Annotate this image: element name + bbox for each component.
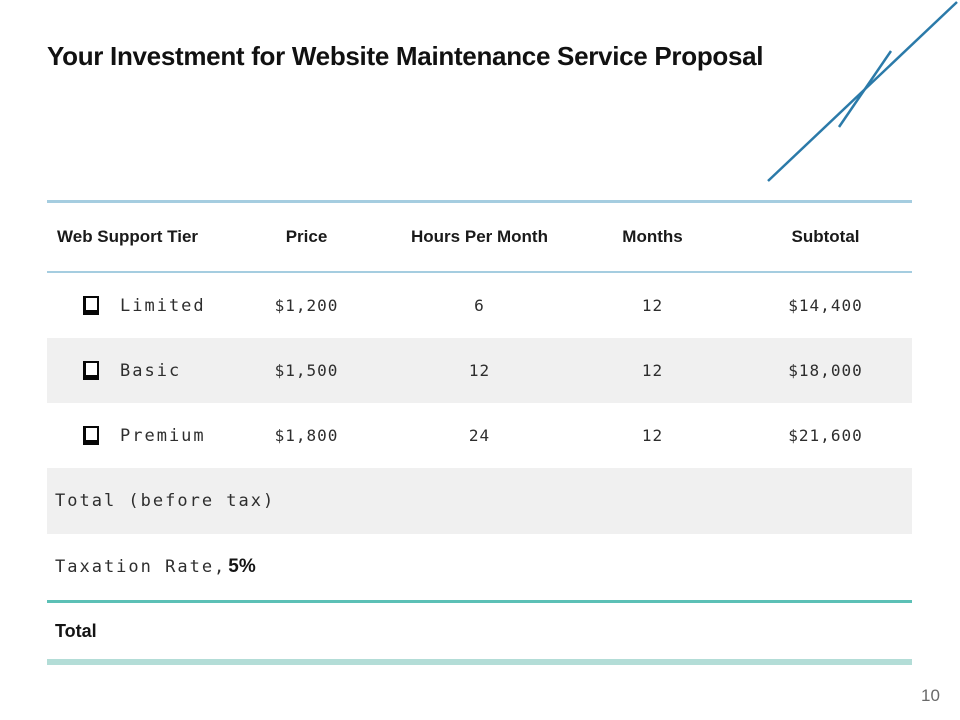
months-cell: 12 — [641, 426, 664, 445]
column-header-hours: Hours Per Month — [411, 227, 548, 246]
subtotal-cell: $18,000 — [788, 361, 863, 380]
subtotal-cell: $14,400 — [788, 296, 863, 315]
total-top-rule — [47, 600, 912, 603]
column-header-subtotal: Subtotal — [791, 227, 860, 246]
subtotal-cell: $21,600 — [788, 426, 863, 445]
taxation-rate-label: Taxation Rate, — [55, 557, 227, 577]
slide-title: Your Investment for Website Maintenance … — [47, 41, 764, 71]
checkbox-icon — [83, 296, 99, 315]
header-divider-rule — [47, 271, 912, 273]
tier-cell: Basic — [47, 361, 220, 381]
total-row: Total — [47, 603, 912, 659]
months-cell: 12 — [641, 361, 664, 380]
tier-cell: Limited — [47, 296, 220, 316]
hours-cell: 24 — [468, 426, 491, 445]
price-cell: $1,200 — [274, 296, 339, 315]
tier-label: Premium — [120, 425, 206, 446]
tier-label: Limited — [120, 295, 206, 316]
price-cell: $1,500 — [274, 361, 339, 380]
column-header-months: Months — [622, 227, 683, 246]
hours-cell: 6 — [474, 296, 485, 315]
price-cell: $1,800 — [274, 426, 339, 445]
taxation-rate-value: 5% — [228, 556, 256, 577]
total-before-tax-row: Total (before tax) — [47, 468, 912, 534]
table-top-rule — [47, 200, 912, 203]
table-row-limited: Limited $1,200 6 12 $14,400 — [47, 273, 912, 338]
tier-label: Basic — [120, 360, 182, 381]
taxation-rate-row: Taxation Rate, 5% — [47, 534, 912, 600]
pricing-table: Web Support Tier Price Hours Per Month M… — [47, 200, 912, 665]
table-bottom-rule — [47, 659, 912, 665]
tier-cell: Premium — [47, 426, 220, 446]
column-header-tier: Web Support Tier — [57, 227, 199, 246]
checkbox-icon — [83, 426, 99, 445]
checkbox-icon — [83, 361, 99, 380]
column-header-price: Price — [285, 227, 328, 246]
page-number: 10 — [921, 686, 940, 705]
hours-cell: 12 — [468, 361, 491, 380]
months-cell: 12 — [641, 296, 664, 315]
table-row-premium: Premium $1,800 24 12 $21,600 — [47, 403, 912, 468]
total-label: Total — [55, 620, 97, 641]
total-before-tax-label: Total (before tax) — [55, 491, 276, 511]
table-row-basic: Basic $1,500 12 12 $18,000 — [47, 338, 912, 403]
table-header-row: Web Support Tier Price Hours Per Month M… — [47, 203, 912, 271]
